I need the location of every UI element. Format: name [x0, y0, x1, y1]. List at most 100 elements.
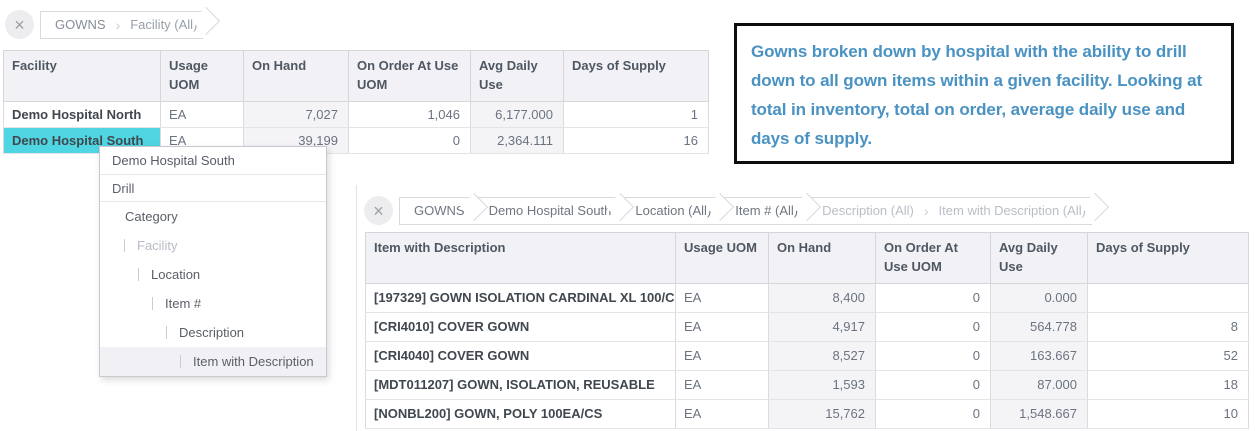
menu-item-label: Item #: [165, 296, 202, 311]
on-order-cell: 0: [875, 398, 991, 429]
facility-cell[interactable]: Demo Hospital North: [3, 100, 161, 128]
breadcrumb-segment-gowns[interactable]: GOWNS: [399, 196, 471, 225]
col-header-avg-daily-use[interactable]: Avg Daily Use: [470, 50, 564, 102]
breadcrumb-item-location: Location (All): [635, 203, 712, 218]
chevron-right-icon: ›: [923, 202, 929, 219]
breadcrumb-item-facility: Demo Hospital South: [488, 203, 612, 218]
col-header-on-order[interactable]: On Order At Use UOM: [875, 232, 991, 284]
uom-cell: EA: [675, 369, 769, 400]
table-row: [MDT011207] GOWN, ISOLATION, REUSABLE EA…: [365, 369, 1249, 400]
table-row: [197329] GOWN ISOLATION CARDINAL XL 100/…: [365, 282, 1249, 313]
item-table: Item with Description Usage UOM On Hand …: [365, 232, 1249, 429]
menu-item-facility: Facility: [100, 231, 326, 260]
on-hand-cell: 4,917: [768, 311, 876, 342]
menu-item-item-number[interactable]: Item #: [100, 289, 326, 318]
context-menu-selected-value: Demo Hospital South: [100, 147, 326, 175]
close-drilldown-button[interactable]: ×: [364, 196, 393, 225]
facility-table-header-row: Facility Usage UOM On Hand On Order At U…: [3, 50, 709, 102]
days-of-supply-cell: 16: [563, 126, 709, 154]
menu-item-label: Location: [151, 267, 201, 282]
on-hand-cell: 8,400: [768, 282, 876, 313]
breadcrumb-segment-item-number-all[interactable]: Item # (All): [717, 196, 805, 225]
indent-bar: [124, 239, 125, 252]
breadcrumb-segments: GOWNS Demo Hospital South Location (All)…: [399, 196, 1092, 225]
indent-bar: [138, 268, 139, 281]
item-cell[interactable]: [CRI4040] COVER GOWN: [365, 340, 676, 371]
facility-table: Facility Usage UOM On Hand On Order At U…: [3, 50, 709, 154]
indent-bar: [180, 355, 181, 368]
item-cell[interactable]: [NONBL200] GOWN, POLY 100EA/CS: [365, 398, 676, 429]
avg-daily-use-cell: 564.778: [990, 311, 1088, 342]
days-of-supply-cell: 18: [1087, 369, 1249, 400]
on-order-cell: 0: [875, 340, 991, 371]
menu-item-location[interactable]: Location: [100, 260, 326, 289]
days-of-supply-cell: [1087, 282, 1249, 313]
menu-item-description[interactable]: Description: [100, 318, 326, 347]
col-header-on-hand[interactable]: On Hand: [243, 50, 349, 102]
avg-daily-use-cell: 6,177.000: [470, 100, 564, 128]
breadcrumb-segment-remaining-levels[interactable]: Description (All) › Item with Descriptio…: [804, 196, 1092, 225]
col-header-avg-daily-use[interactable]: Avg Daily Use: [990, 232, 1088, 284]
breadcrumb-segment-gowns[interactable]: GOWNS › Facility (All): [40, 10, 204, 39]
facility-cell-selected[interactable]: Demo Hospital South: [3, 126, 161, 154]
avg-daily-use-cell: 87.000: [990, 369, 1088, 400]
on-order-cell: 0: [875, 282, 991, 313]
annotation-text: Gowns broken down by hospital with the a…: [751, 42, 1203, 148]
chevron-right-icon: ›: [115, 16, 121, 33]
avg-daily-use-cell: 0.000: [990, 282, 1088, 313]
menu-item-label: Description: [179, 325, 245, 340]
item-cell[interactable]: [MDT011207] GOWN, ISOLATION, REUSABLE: [365, 369, 676, 400]
days-of-supply-cell: 8: [1087, 311, 1249, 342]
col-header-usage-uom[interactable]: Usage UOM: [160, 50, 244, 102]
avg-daily-use-cell: 1,548.667: [990, 398, 1088, 429]
breadcrumb-segments: GOWNS › Facility (All): [40, 10, 204, 39]
breadcrumb-item-item-with-description: Item with Description (All): [938, 203, 1086, 218]
on-order-cell: 0: [875, 369, 991, 400]
breadcrumb-segment-demo-hospital-south[interactable]: Demo Hospital South: [470, 196, 618, 225]
drill-context-menu: Demo Hospital South Drill Category Facil…: [99, 146, 327, 377]
item-cell[interactable]: [197329] GOWN ISOLATION CARDINAL XL 100/…: [365, 282, 676, 313]
item-cell[interactable]: [CRI4010] COVER GOWN: [365, 311, 676, 342]
uom-cell: EA: [160, 100, 244, 128]
uom-cell: EA: [675, 311, 769, 342]
col-header-days-of-supply[interactable]: Days of Supply: [563, 50, 709, 102]
uom-cell: EA: [675, 398, 769, 429]
col-header-item-with-description[interactable]: Item with Description: [365, 232, 676, 284]
avg-daily-use-cell: 2,364.111: [470, 126, 564, 154]
uom-cell: EA: [675, 282, 769, 313]
breadcrumb-item-facility-all: Facility (All): [130, 17, 198, 32]
menu-item-item-with-description[interactable]: Item with Description: [100, 347, 326, 376]
breadcrumb-item-gowns: GOWNS: [55, 17, 106, 32]
breadcrumb-item-item-number: Item # (All): [735, 203, 799, 218]
menu-item-label: Category: [125, 209, 178, 224]
on-hand-cell: 8,527: [768, 340, 876, 371]
breadcrumb: × GOWNS › Facility (All): [5, 10, 204, 39]
table-row: [CRI4010] COVER GOWN EA 4,917 0 564.778 …: [365, 311, 1249, 342]
panel-divider: [356, 185, 357, 431]
on-order-cell: 0: [875, 311, 991, 342]
breadcrumb-item-gowns: GOWNS: [414, 203, 465, 218]
close-icon: ×: [373, 200, 384, 221]
menu-item-category[interactable]: Category: [100, 202, 326, 231]
on-order-cell: 1,046: [348, 100, 471, 128]
col-header-facility[interactable]: Facility: [3, 50, 161, 102]
annotation-box: Gowns broken down by hospital with the a…: [734, 23, 1234, 164]
days-of-supply-cell: 52: [1087, 340, 1249, 371]
indent-bar: [166, 326, 167, 339]
on-hand-cell: 7,027: [243, 100, 349, 128]
col-header-days-of-supply[interactable]: Days of Supply: [1087, 232, 1249, 284]
days-of-supply-cell: 1: [563, 100, 709, 128]
col-header-on-order[interactable]: On Order At Use UOM: [348, 50, 471, 102]
table-row: [NONBL200] GOWN, POLY 100EA/CS EA 15,762…: [365, 398, 1249, 429]
col-header-on-hand[interactable]: On Hand: [768, 232, 876, 284]
breadcrumb-drilldown: × GOWNS Demo Hospital South Location (Al…: [364, 196, 1092, 225]
item-table-header-row: Item with Description Usage UOM On Hand …: [365, 232, 1249, 284]
close-filter-button[interactable]: ×: [5, 10, 34, 39]
table-row: [CRI4040] COVER GOWN EA 8,527 0 163.667 …: [365, 340, 1249, 371]
on-hand-cell: 1,593: [768, 369, 876, 400]
col-header-usage-uom[interactable]: Usage UOM: [675, 232, 769, 284]
breadcrumb-segment-location-all[interactable]: Location (All): [617, 196, 718, 225]
breadcrumb-item-description: Description (All): [822, 203, 914, 218]
context-menu-drill-header: Drill: [100, 175, 326, 202]
